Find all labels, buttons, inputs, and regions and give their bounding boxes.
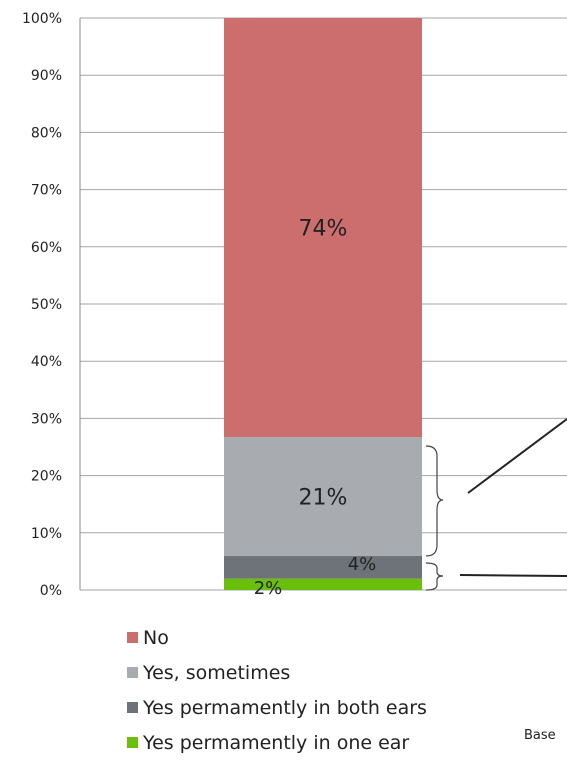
y-tick-label: 80%: [31, 125, 62, 141]
bar-segment: [224, 18, 422, 438]
data-label: 21%: [299, 486, 348, 511]
legend-item-yes-sometimes: Yes, sometimes: [127, 655, 427, 690]
y-tick-label: 90%: [31, 68, 62, 84]
base-footnote: Base: [524, 728, 556, 743]
data-label: 74%: [299, 217, 348, 242]
connector-line-lower: [459, 574, 567, 577]
bar-segment: [224, 578, 422, 590]
y-tick-label: 20%: [31, 469, 62, 485]
y-tick-label: 40%: [31, 354, 62, 370]
legend-swatch: [127, 632, 138, 643]
legend-label: Yes, sometimes: [143, 661, 291, 684]
y-axis-tick-labels: 0% 10% 20% 30% 40% 50% 60% 70% 80% 90% 100%: [22, 11, 62, 599]
data-label: 2%: [254, 578, 283, 599]
bar-segment: [224, 437, 422, 557]
y-tick-label: 100%: [22, 11, 62, 27]
y-tick-label: 10%: [31, 526, 62, 542]
connector-line-upper: [467, 418, 567, 494]
stacked-bar-chart: 0% 10% 20% 30% 40% 50% 60% 70% 80% 90% 100% 2% 4% 21…: [22, 11, 567, 599]
legend-swatch: [127, 702, 138, 713]
data-label: 4%: [348, 554, 377, 575]
legend-swatch: [127, 737, 138, 748]
bracket-upper: [425, 445, 444, 557]
y-tick-label: 0%: [40, 583, 62, 599]
legend-item-both-ears: Yes permamently in both ears: [127, 690, 427, 725]
legend-label: No: [143, 626, 169, 649]
bar-segments: [224, 18, 422, 590]
data-labels: 2% 4% 21% 74%: [254, 217, 377, 599]
legend-label: Yes permamently in both ears: [143, 696, 427, 719]
legend-label: Yes permamently in one ear: [143, 731, 410, 754]
legend: No Yes, sometimes Yes permamently in bot…: [127, 620, 427, 760]
legend-item-one-ear: Yes permamently in one ear: [127, 725, 427, 760]
y-tick-label: 50%: [31, 297, 62, 313]
legend-item-no: No: [127, 620, 427, 655]
annotations: [425, 418, 567, 591]
bar-segment: [224, 556, 422, 579]
y-tick-label: 70%: [31, 183, 62, 199]
y-tick-label: 30%: [31, 411, 62, 427]
bracket-lower: [425, 562, 444, 591]
legend-swatch: [127, 667, 138, 678]
y-tick-label: 60%: [31, 240, 62, 256]
